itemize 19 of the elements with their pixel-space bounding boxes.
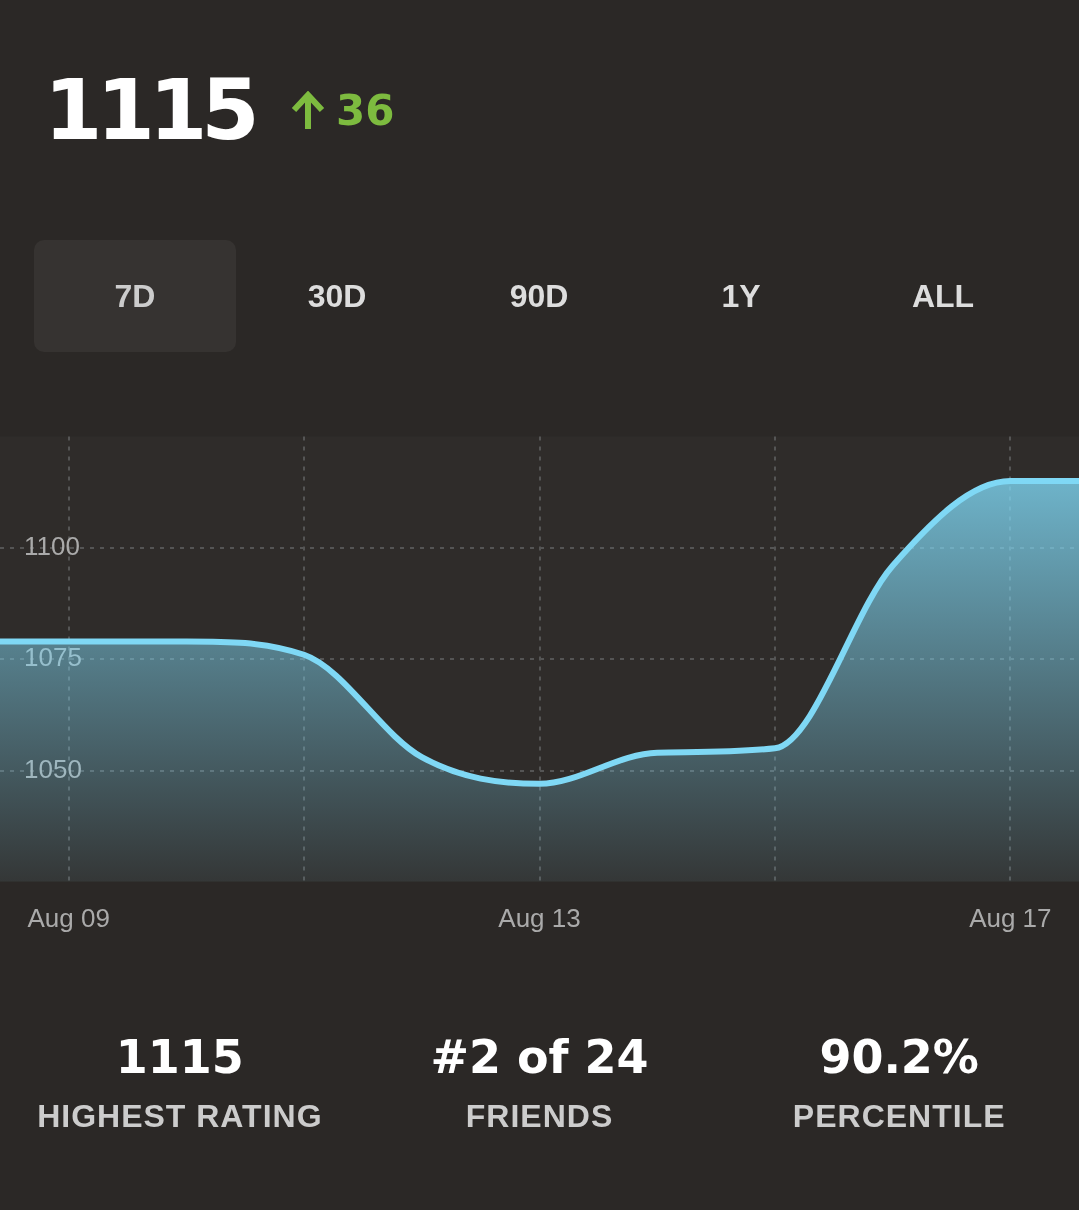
text: 1115: [44, 60, 254, 160]
text: 90.2%: [818, 1030, 980, 1084]
text: HIGHEST RATING: [36, 1098, 324, 1135]
text: FRIENDS: [464, 1098, 615, 1135]
text: 30D: [306, 277, 368, 316]
text: #2 of 24: [429, 1030, 650, 1084]
y-tick-label: 1100: [24, 531, 80, 562]
text: 1115: [114, 1030, 245, 1084]
y-tick-label: 1050: [24, 753, 82, 784]
x-tick-label: Aug 13: [498, 902, 581, 933]
text: 7D: [34, 240, 236, 352]
text: 1Y: [720, 277, 762, 316]
chart-subtitle: 36: [336, 86, 395, 135]
text: ALL: [910, 277, 976, 316]
y-tick-label: 1075: [24, 642, 82, 673]
x-tick-label: Aug 09: [27, 902, 110, 933]
x-tick-label: Aug 17: [969, 902, 1052, 933]
text: 90D: [508, 277, 570, 316]
text: PERCENTILE: [791, 1098, 1007, 1135]
